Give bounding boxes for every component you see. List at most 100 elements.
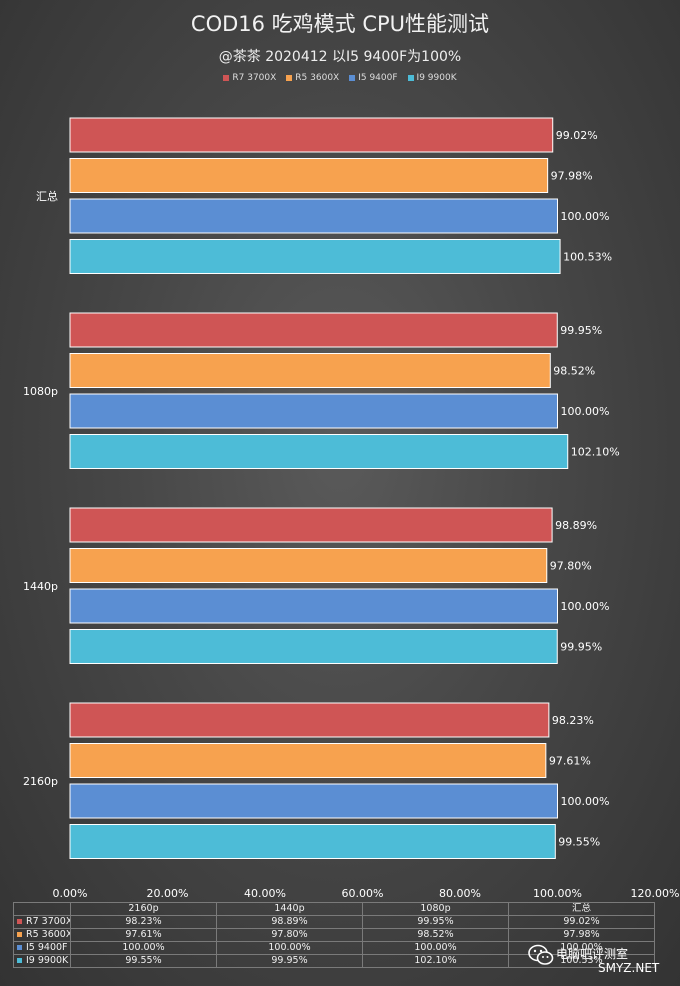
bar	[69, 629, 558, 664]
bar	[69, 702, 550, 738]
legend-item: R7 3700X	[223, 73, 276, 83]
watermark-site: SMYZ.NET	[598, 961, 660, 975]
x-tick-label: 20.00%	[147, 887, 189, 900]
bar-value-label: 100.00%	[561, 405, 610, 418]
category-label: 1440p	[23, 580, 58, 593]
bar	[69, 158, 549, 193]
data-table-row: I5 9400F 100.00% 100.00% 100.00% 100.00%	[13, 941, 655, 955]
bar-value-label: 97.61%	[549, 755, 591, 768]
legend-swatch	[223, 74, 230, 81]
bar-value-label: 98.23%	[552, 714, 594, 727]
data-table-series-cell: R7 3700X	[13, 915, 71, 929]
data-table-cell: 98.23%	[70, 915, 217, 929]
legend-swatch	[407, 74, 414, 81]
legend-item: I5 9400F	[349, 73, 398, 83]
data-table-swatch	[17, 919, 22, 924]
x-tick-label: 80.00%	[439, 887, 481, 900]
data-table-cell: 97.80%	[216, 928, 363, 942]
data-table-cell: 97.98%	[508, 928, 655, 942]
data-table-series-name: R5 3600X	[26, 929, 71, 941]
category-label: 汇总	[36, 189, 58, 203]
bar	[69, 312, 558, 348]
bar	[69, 239, 561, 274]
data-table-swatch	[17, 945, 22, 950]
bar-value-label: 97.98%	[551, 170, 593, 183]
legend-label: I9 9900K	[416, 73, 457, 83]
bar-value-label: 97.80%	[550, 560, 592, 573]
category-label: 1080p	[23, 385, 58, 398]
data-table-col-header: 1080p	[362, 902, 509, 916]
bar	[69, 783, 558, 819]
chart-subtitle: @茶茶 2020412 以I5 9400F为100%	[218, 49, 462, 65]
bar-value-label: 98.52%	[553, 365, 595, 378]
data-table-series-cell: R5 3600X	[13, 928, 71, 942]
data-table-corner	[13, 902, 71, 916]
x-tick-label: 0.00%	[53, 887, 88, 900]
bar	[69, 548, 548, 583]
bar-value-label: 100.53%	[563, 251, 612, 264]
x-tick-label: 120.00%	[631, 887, 680, 900]
watermark: 电脑吧评测室 SMYZ.NET	[528, 944, 678, 982]
data-table-series-cell: I5 9400F	[13, 941, 71, 955]
bar-value-label: 99.95%	[560, 641, 602, 654]
x-tick-label: 40.00%	[244, 887, 286, 900]
legend: R7 3700X R5 3600X I5 9400F I9 9900K	[0, 73, 680, 83]
data-table-cell: 98.52%	[362, 928, 509, 942]
bar-value-label: 102.10%	[571, 446, 620, 459]
bar-value-label: 100.00%	[561, 210, 610, 223]
x-tick-label: 60.00%	[342, 887, 384, 900]
data-table-cell: 99.95%	[362, 915, 509, 929]
data-table-col-header: 汇总	[508, 902, 655, 916]
data-table-series-cell: I9 9900K	[13, 954, 71, 968]
data-table-row: R5 3600X 97.61% 97.80% 98.52% 97.98%	[13, 928, 655, 942]
legend-item: R5 3600X	[286, 73, 339, 83]
wechat-icon	[528, 944, 554, 965]
bar	[69, 353, 551, 388]
data-table-cell: 99.02%	[508, 915, 655, 929]
bar	[69, 743, 547, 778]
data-table-series-name: R7 3700X	[26, 916, 71, 928]
category-label: 2160p	[23, 775, 58, 788]
bar	[69, 507, 553, 543]
bar-value-label: 100.00%	[561, 795, 610, 808]
bar	[69, 588, 558, 624]
bar-value-label: 99.02%	[556, 129, 598, 142]
data-table-row: R7 3700X 98.23% 98.89% 99.95% 99.02%	[13, 915, 655, 929]
bar	[69, 117, 554, 153]
data-table-cell: 102.10%	[362, 954, 509, 968]
bar	[69, 393, 558, 429]
data-table-header: 2160p 1440p 1080p 汇总	[13, 902, 655, 916]
legend-swatch	[286, 74, 293, 81]
bar-value-label: 98.89%	[555, 519, 597, 532]
data-table-swatch	[17, 958, 22, 963]
data-table: 2160p 1440p 1080p 汇总 R7 3700X 98.23% 98.89…	[13, 902, 655, 968]
data-table-row: I9 9900K 99.55% 99.95% 102.10% 100.53%	[13, 954, 655, 968]
data-table-swatch	[17, 932, 22, 937]
data-table-cell: 97.61%	[70, 928, 217, 942]
legend-item: I9 9900K	[407, 73, 457, 83]
bar-value-label: 99.95%	[560, 324, 602, 337]
data-table-series-name: I5 9400F	[26, 942, 68, 954]
legend-label: R7 3700X	[232, 73, 277, 83]
data-table-cell: 99.55%	[70, 954, 217, 968]
legend-swatch	[349, 74, 356, 81]
bar	[69, 434, 569, 469]
data-table-col-header: 1440p	[216, 902, 363, 916]
bar	[69, 198, 558, 234]
data-table-series-name: I9 9900K	[26, 955, 69, 967]
bar	[69, 824, 556, 859]
data-table-cell: 99.95%	[216, 954, 363, 968]
data-table-cell: 100.00%	[362, 941, 509, 955]
watermark-name: 电脑吧评测室	[556, 947, 629, 961]
data-table-cell: 100.00%	[70, 941, 217, 955]
data-table-col-header: 2160p	[70, 902, 217, 916]
x-tick-label: 100.00%	[533, 887, 582, 900]
bar-chart: 99.02% 97.98% 100.00% 100.53% 汇总 99.95% 98.52%…	[23, 117, 680, 900]
chart-title: COD16 吃鸡模式 CPU性能测试	[190, 12, 490, 36]
data-table-cell: 98.89%	[216, 915, 363, 929]
bar-value-label: 99.55%	[558, 836, 600, 849]
legend-label: R5 3600X	[295, 73, 340, 83]
legend-label: I5 9400F	[358, 73, 398, 83]
bar-value-label: 100.00%	[561, 600, 610, 613]
data-table-cell: 100.00%	[216, 941, 363, 955]
